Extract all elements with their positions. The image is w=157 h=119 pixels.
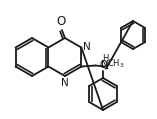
Text: O: O bbox=[56, 15, 65, 28]
Text: N: N bbox=[101, 60, 109, 70]
Text: N: N bbox=[83, 42, 91, 52]
Text: O: O bbox=[99, 60, 107, 69]
Text: H: H bbox=[102, 54, 108, 62]
Text: N: N bbox=[61, 79, 69, 89]
Text: CH$_3$: CH$_3$ bbox=[107, 57, 125, 69]
